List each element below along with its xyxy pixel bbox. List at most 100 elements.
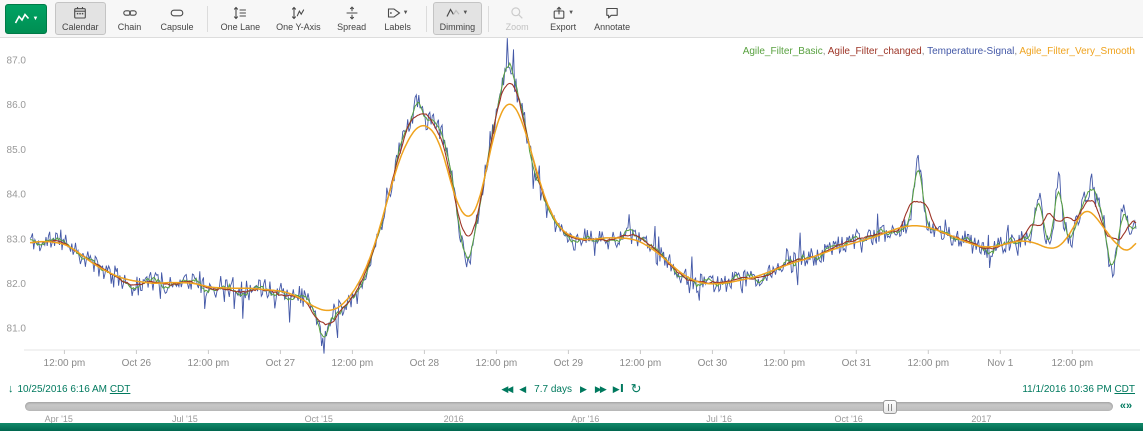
dimming-button-label: Dimming [439, 21, 476, 32]
series-line-Temperature-Signal[interactable] [29, 38, 1137, 354]
chevron-down-icon: ▼ [402, 9, 409, 16]
go-to-end-button[interactable]: ▶ [613, 384, 623, 394]
timeline-label: 2016 [443, 414, 464, 424]
toolbar-separator [488, 5, 490, 32]
one-y-axis-button-label: One Y-Axis [276, 21, 321, 32]
legend-item[interactable]: Agile_Filter_Basic [742, 46, 823, 57]
step-back-button[interactable]: ◀ [519, 384, 527, 394]
step-back-full-button[interactable]: ◀◀ [501, 384, 513, 394]
trend-view-selector-button[interactable]: ▼ [5, 3, 47, 34]
range-end-group: 11/1/2016 10:36 PM CDT [1022, 384, 1135, 395]
spread-button[interactable]: Spread [330, 2, 374, 35]
calendar-button-label: Calendar [62, 21, 99, 32]
legend-separator: , [822, 46, 828, 57]
range-start-group: ↓ 10/25/2016 6:16 AM CDT [8, 383, 130, 395]
range-end-text: 11/1/2016 10:36 PM [1022, 383, 1112, 395]
x-axis-label: 12:00 pm [188, 358, 230, 369]
x-axis-label: 12:00 pm [1051, 358, 1093, 369]
chart-legend: Agile_Filter_Basic, Agile_Filter_changed… [743, 46, 1135, 57]
series-line-Agile_Filter_changed[interactable] [30, 82, 1137, 326]
duration-label[interactable]: 7.7 days [534, 383, 572, 395]
one-y-axis-icon [292, 6, 305, 19]
range-end-timezone[interactable]: CDT [1114, 383, 1135, 395]
capsule-button[interactable]: Capsule [154, 2, 201, 35]
series-line-Agile_Filter_Basic[interactable] [30, 61, 1137, 338]
capsule-button-label: Capsule [160, 21, 194, 32]
x-axis-label: 12:00 pm [620, 358, 662, 369]
dimming-button[interactable]: ▼ Dimming [432, 2, 483, 35]
annotate-button-label: Annotate [594, 21, 631, 32]
step-forward-full-button[interactable]: ▶▶ [594, 384, 607, 394]
zoom-button-label: Zoom [505, 21, 529, 32]
x-axis-label: 12:00 pm [763, 358, 805, 369]
zoom-button[interactable]: Zoom [495, 2, 539, 35]
zoom-icon [511, 6, 523, 19]
legend-item[interactable]: Temperature-Signal [927, 46, 1015, 57]
export-icon [553, 6, 565, 19]
arrow-down-icon[interactable]: ↓ [8, 383, 14, 395]
legend-item[interactable]: Agile_Filter_changed [827, 46, 922, 57]
trend-chart-icon [14, 13, 29, 24]
refresh-icon[interactable]: ↻ [630, 381, 642, 396]
toolbar: ▼ Calendar [0, 0, 1143, 38]
one-lane-icon [234, 6, 247, 19]
y-axis-label: 87.0 [7, 56, 27, 67]
timeline-label: Apr '15 [44, 414, 73, 424]
calendar-icon [74, 6, 87, 19]
timeline-labels: Apr '15 Jul '15 Oct '15 2016 Apr '16 Jul '16 O… [25, 414, 1113, 424]
x-axis-label: Nov 1 [987, 358, 1014, 369]
labels-button[interactable]: ▼ Labels [376, 2, 420, 35]
range-start-text: 10/25/2016 6:16 AM [17, 383, 108, 395]
x-axis-label: Oct 28 [410, 358, 440, 369]
legend-item[interactable]: Agile_Filter_Very_Smooth [1019, 46, 1135, 57]
timeline-label: 2017 [971, 414, 992, 424]
x-axis-label: Oct 27 [266, 358, 296, 369]
y-axis-label: 83.0 [7, 234, 27, 245]
x-axis-label: 12:00 pm [44, 358, 86, 369]
series-line-Agile_Filter_Very_Smooth[interactable] [29, 103, 1137, 312]
export-button-label: Export [550, 21, 577, 32]
range-start[interactable]: 10/25/2016 6:16 AM CDT [18, 384, 131, 395]
trend-view: Agile_Filter_Basic, Agile_Filter_changed… [0, 38, 1143, 379]
toolbar-separator [425, 5, 427, 32]
display-range-bar: ↓ 10/25/2016 6:16 AM CDT ◀◀ ◀ 7.7 days ▶… [0, 379, 1143, 399]
step-forward-button[interactable]: ▶ [579, 384, 587, 394]
timeline-scrubber: «» [25, 400, 1132, 414]
y-axis-label: 81.0 [7, 324, 27, 335]
chevron-down-icon: ▼ [32, 15, 39, 22]
chevron-down-icon: ▼ [568, 9, 575, 16]
range-start-timezone[interactable]: CDT [109, 383, 131, 395]
timeline-label: Jul '16 [706, 414, 733, 424]
labels-icon [387, 7, 401, 18]
annotate-icon [606, 7, 618, 18]
chevron-down-icon: ▼ [462, 9, 469, 16]
y-axis-label: 82.0 [7, 279, 27, 290]
calendar-button[interactable]: Calendar [55, 2, 106, 35]
one-y-axis-button[interactable]: One Y-Axis [269, 2, 328, 35]
timeline-handle[interactable] [882, 400, 897, 414]
capsule-icon [170, 9, 184, 16]
one-lane-button[interactable]: One Lane [214, 2, 268, 35]
trend-chart[interactable]: 87.0 86.0 85.0 84.0 83.0 82.0 81.0 12:00 pm Oct … [0, 38, 1143, 379]
y-axis-label: 84.0 [7, 190, 27, 201]
bottom-panel-edge [0, 423, 1143, 431]
expand-range-icon[interactable]: «» [1119, 400, 1133, 412]
export-button[interactable]: ▼ Export [541, 2, 585, 35]
timeline-label: Oct '16 [834, 414, 863, 424]
x-axis-label: 12:00 pm [332, 358, 374, 369]
timeline-track[interactable] [25, 402, 1113, 411]
y-axis-label: 85.0 [7, 145, 27, 156]
annotate-button[interactable]: Annotate [587, 2, 637, 35]
toolbar-separator [206, 5, 208, 32]
spread-button-label: Spread [337, 21, 367, 32]
dimming-icon [446, 7, 460, 17]
legend-separator: , [921, 46, 928, 57]
end-bar-icon [620, 384, 623, 392]
range-end[interactable]: 11/1/2016 10:36 PM CDT [1022, 384, 1135, 395]
x-axis-label: 12:00 pm [907, 358, 949, 369]
labels-button-label: Labels [384, 21, 411, 32]
chain-button-label: Chain [117, 21, 142, 32]
chain-button[interactable]: Chain [108, 2, 152, 35]
